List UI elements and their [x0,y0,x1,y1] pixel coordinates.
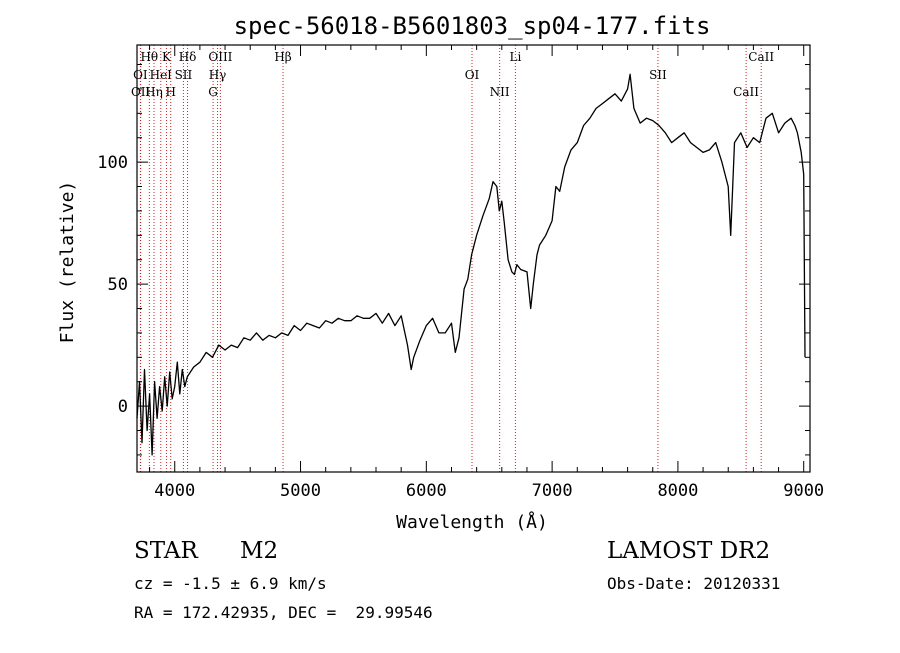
y-tick-label: 50 [108,275,128,295]
line-marker-label: K [162,50,172,64]
line-marker-label: OII [131,85,151,99]
x-tick-label: 8000 [657,481,698,501]
line-marker-label: CaII [748,50,774,64]
line-marker-label: OIII [208,50,232,64]
x-tick-label: 6000 [406,481,447,501]
x-tick-label: 5000 [280,481,321,501]
line-marker-label: CaII [733,85,759,99]
line-marker-label: Hβ [274,50,291,64]
line-marker-label: SII [649,68,667,82]
x-tick-label: 4000 [154,481,195,501]
axis-layer: 4000 5000 6000 7000 8000 9000 0 50 100 [97,44,824,501]
redshift-text: cz = -1.5 ± 6.9 km/s [134,574,327,593]
x-tick-label: 9000 [783,481,824,501]
y-axis-label: Flux (relative) [57,181,78,344]
chart-title: spec-56018-B5601803_sp04-177.fits [234,12,711,40]
line-marker-label: OI [465,68,480,82]
line-marker-label: Li [509,50,521,64]
line-marker-label: H [165,85,175,99]
line-marker-label: NII [490,85,510,99]
plot-frame [136,44,811,473]
spectrum-layer [136,73,806,456]
survey-name: LAMOST DR2 [607,538,771,564]
object-class: STAR [134,538,198,564]
line-marker-layer: HθOIOIIKHeIHηHδSIIHOIIIHγGHβOINIILiSIICa… [131,45,774,472]
line-marker-label: Hη [145,85,163,99]
y-tick-label: 0 [118,397,128,417]
y-tick-label: 100 [97,153,128,173]
line-marker-label: SII [175,68,193,82]
line-marker-label: G [208,85,218,99]
spectrum-line [136,73,806,456]
x-tick-label: 7000 [532,481,573,501]
obs-date-text: Obs-Date: 20120331 [607,574,781,593]
line-marker-label: Hθ [140,50,158,64]
line-marker-label: Hγ [209,68,227,82]
object-subclass: M2 [240,538,279,564]
line-marker-label: HeI [150,68,173,82]
coordinates-text: RA = 172.42935, DEC = 29.99546 [134,603,433,622]
line-marker-label: Hδ [179,50,197,64]
x-axis-label: Wavelength (Å) [396,511,548,533]
